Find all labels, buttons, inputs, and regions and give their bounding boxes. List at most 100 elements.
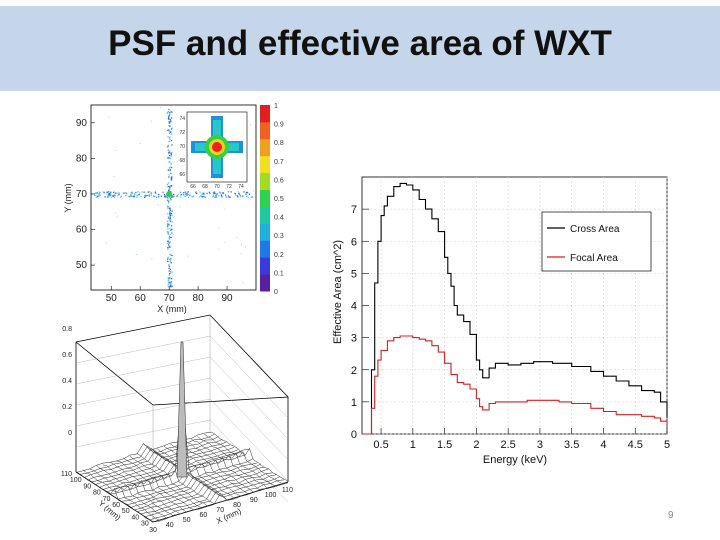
heatmap-point <box>246 191 249 194</box>
heatmap-point <box>171 111 173 113</box>
effective-area-chart: 0.5 1 1.5 2 2.5 3 3.5 4 4.5 5 0 1 2 3 4 5 6 7 Cross Area … <box>332 176 670 466</box>
heatmap-point <box>139 192 141 194</box>
heatmap-point <box>170 229 172 231</box>
heatmap-point <box>106 191 108 193</box>
heatmap-point <box>186 193 188 195</box>
effarea-x-tick-label: 4.5 <box>628 439 643 451</box>
heatmap-point <box>93 194 96 196</box>
heatmap-point <box>169 110 171 112</box>
heatmap-point <box>167 240 169 242</box>
effarea-x-tick-label: 3 <box>537 439 543 451</box>
heatmap-point <box>168 258 171 260</box>
heatmap-point <box>110 196 112 198</box>
heatmap-point <box>130 195 132 198</box>
heatmap-point <box>103 191 105 194</box>
heatmap-point <box>185 193 187 195</box>
colorbar-segment <box>260 138 270 157</box>
heatmap-point <box>167 257 169 260</box>
heatmap-point <box>168 244 170 246</box>
heatmap-noise-point <box>242 282 244 284</box>
heatmap-point <box>251 196 253 198</box>
heatmap-point <box>160 195 162 197</box>
heatmap-point <box>95 194 97 197</box>
heatmap-y-tick-label: 60 <box>76 225 88 236</box>
heatmap-point <box>108 193 110 195</box>
surface-z-tick-label: 0.4 <box>62 378 72 385</box>
heatmap-point <box>169 185 171 187</box>
heatmap-point <box>169 285 172 287</box>
heatmap-point <box>203 193 205 195</box>
heatmap-point <box>150 193 152 195</box>
heatmap-point <box>191 196 194 198</box>
heatmap-point <box>169 241 172 243</box>
heatmap-point <box>227 196 230 198</box>
colorbar-tick-label: 0.4 <box>274 215 284 222</box>
heatmap-point <box>134 193 136 195</box>
heatmap-noise-point <box>170 270 172 272</box>
colorbar-segment <box>260 155 270 174</box>
heatmap-point <box>167 129 170 131</box>
heatmap-point <box>137 194 140 196</box>
heatmap-point <box>118 193 120 196</box>
heatmap-point <box>169 112 171 114</box>
heatmap-point <box>167 149 169 151</box>
heatmap-point <box>171 271 173 273</box>
surface-back-gridline <box>209 377 289 461</box>
heatmap-point <box>144 194 146 197</box>
heatmap-point <box>143 191 145 193</box>
effarea-x-tick-label: 3.5 <box>564 439 579 451</box>
heatmap-point <box>238 192 240 194</box>
heatmap-point <box>186 194 188 197</box>
heatmap-point <box>167 207 169 209</box>
heatmap-point <box>117 194 119 197</box>
colorbar-tick-label: 0 <box>274 289 278 296</box>
heatmap-point <box>115 192 117 194</box>
colorbar-segment <box>260 257 270 275</box>
heatmap-point <box>183 194 185 196</box>
surface-mesh-line <box>136 453 214 504</box>
heatmap-point <box>147 191 149 193</box>
surface-y-tick-label: 90 <box>83 483 91 490</box>
heatmap-point <box>170 152 173 155</box>
heatmap-point <box>132 195 134 198</box>
heatmap-noise-point <box>249 124 251 126</box>
heatmap-y-tick-label: 80 <box>76 153 88 164</box>
heatmap-point <box>169 227 171 229</box>
heatmap-point <box>98 193 100 195</box>
heatmap-point <box>167 284 169 286</box>
heatmap-point <box>169 220 172 222</box>
heatmap-point <box>208 191 211 193</box>
heatmap-point <box>239 196 241 198</box>
inset-y-tick-label: 68 <box>179 158 185 164</box>
surface-mesh-line <box>95 444 231 485</box>
surface-mesh-line <box>75 431 212 473</box>
heatmap-point <box>199 191 201 193</box>
heatmap-point <box>167 152 170 154</box>
heatmap-point <box>167 224 170 226</box>
heatmap-point <box>169 186 171 188</box>
heatmap-point <box>169 253 171 256</box>
heatmap-point <box>239 194 242 197</box>
heatmap-point <box>168 124 170 127</box>
heatmap-point <box>167 242 170 244</box>
colorbar-segment <box>260 172 270 191</box>
colorbar-tick-label: 0.1 <box>274 270 284 277</box>
surface-z-tick-label: 0.6 <box>62 352 72 359</box>
heatmap-center-spot <box>166 190 173 197</box>
heatmap-point <box>168 188 171 190</box>
heatmap-point <box>196 192 198 195</box>
heatmap-point <box>168 219 171 221</box>
heatmap-point <box>168 116 170 118</box>
heatmap-point <box>169 169 172 172</box>
heatmap-point <box>167 223 169 226</box>
colorbar-tick-label: 0.6 <box>274 177 284 184</box>
psf-heatmap-chart: 50 60 70 80 90 50 60 70 80 90 66 68 70 72 74 66 68 70 72 7… <box>62 98 292 318</box>
heatmap-noise-point <box>236 236 238 238</box>
heatmap-noise-point <box>252 190 254 192</box>
heatmap-point <box>171 133 173 135</box>
effarea-x-tick-label: 0.5 <box>373 439 388 451</box>
inset-peak <box>212 142 222 152</box>
heatmap-point <box>170 283 172 286</box>
surface-y-tick-label: 80 <box>93 490 101 497</box>
heatmap-point <box>166 242 169 245</box>
